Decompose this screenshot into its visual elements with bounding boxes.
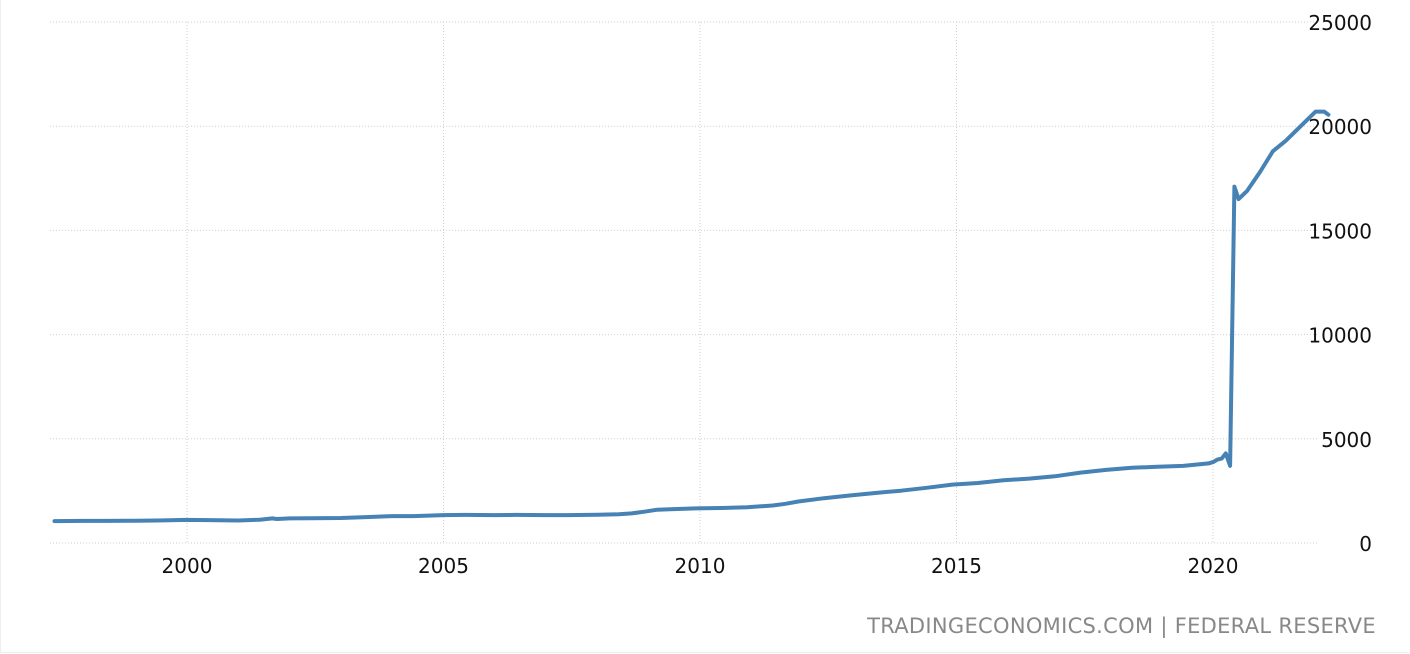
y-tick-label: 15000 [1308,219,1372,243]
y-tick-label: 10000 [1308,324,1372,348]
y-tick-label: 25000 [1308,11,1372,35]
y-tick-label: 20000 [1308,115,1372,139]
x-tick-label: 2010 [675,554,726,578]
series-line[interactable] [52,109,1331,524]
y-axis-ticks: 0 5000 10000 15000 20000 25000 [1308,11,1372,556]
y-tick-label: 0 [1359,532,1372,556]
grid-lines [50,21,1318,544]
x-tick-label: 2015 [931,554,982,578]
x-tick-label: 2005 [418,554,469,578]
source-credit[interactable]: TRADINGECONOMICS.COM | FEDERAL RESERVE [867,614,1376,638]
x-tick-label: 2000 [162,554,213,578]
x-tick-label: 2020 [1188,554,1239,578]
x-axis-ticks: 2000 2005 2010 2015 2020 [162,554,1239,578]
y-tick-label: 5000 [1321,428,1372,452]
series-group [52,109,1331,524]
